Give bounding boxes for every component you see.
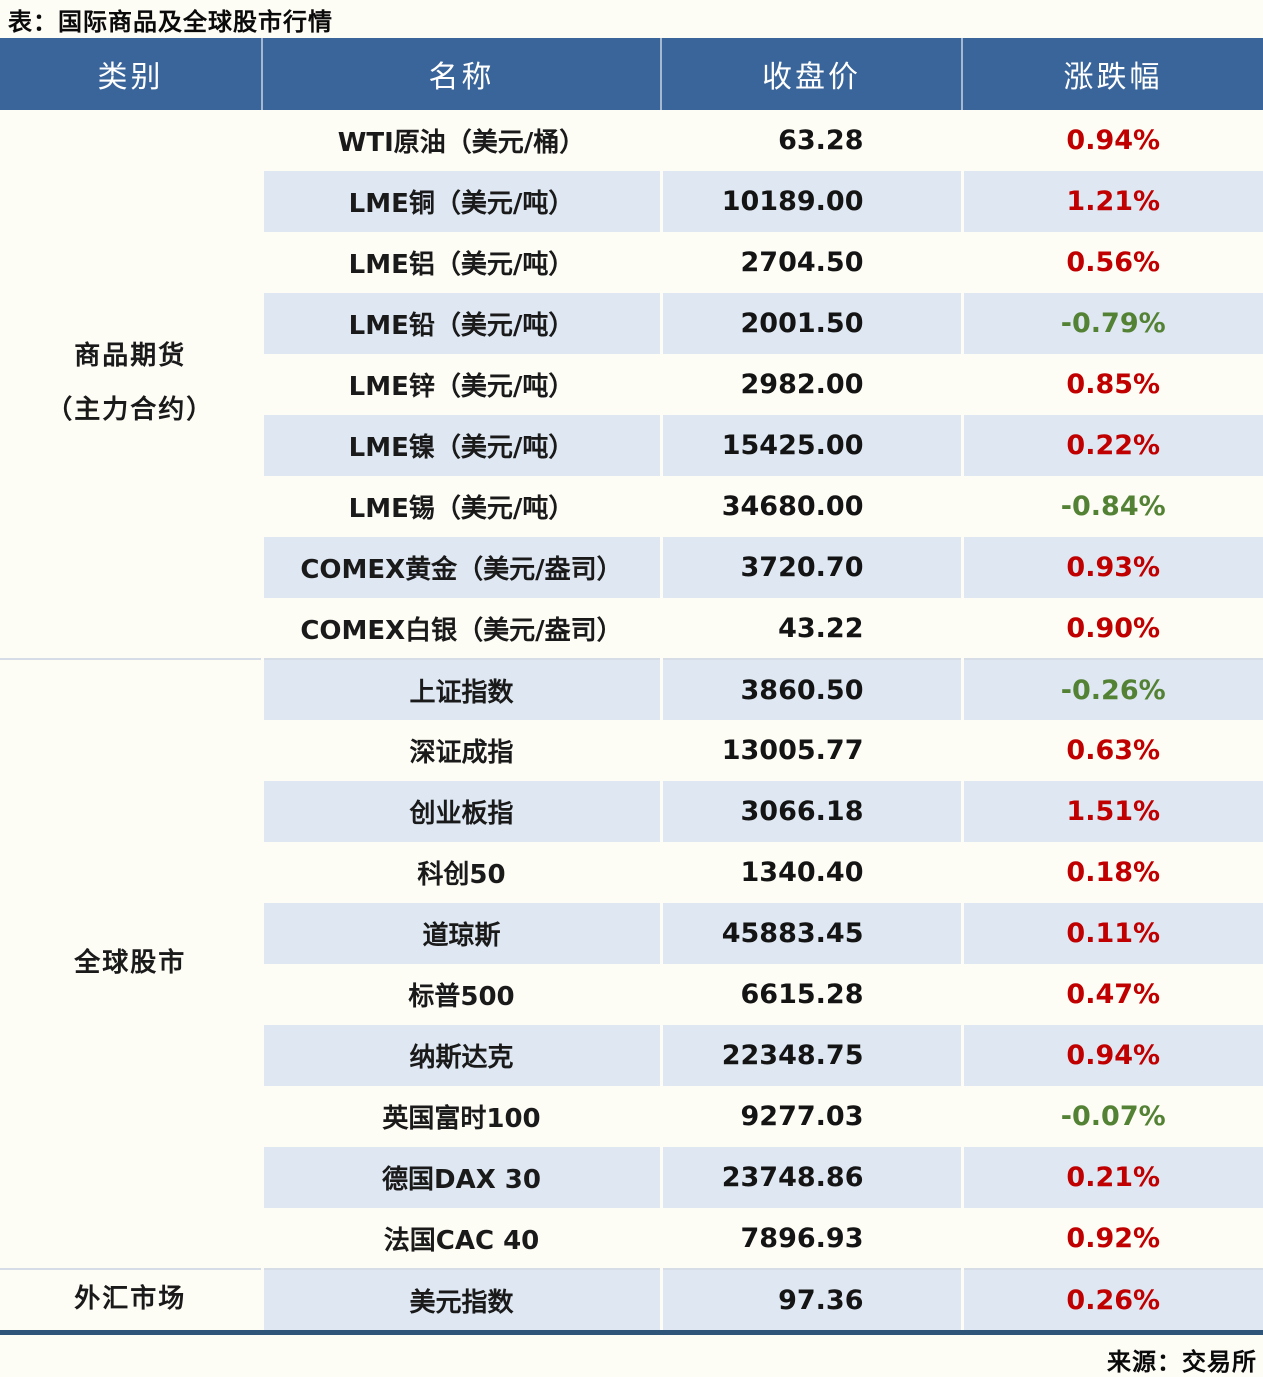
change-percent-cell: -0.07% (960, 1086, 1263, 1147)
close-price-cell: 43.22 (659, 598, 962, 659)
close-price-cell: 1340.40 (659, 842, 962, 903)
change-percent-cell: -0.84% (960, 476, 1263, 537)
change-percent-cell: 0.94% (960, 110, 1263, 171)
close-price-cell: 9277.03 (659, 1086, 962, 1147)
instrument-name-cell: COMEX黄金（美元/盎司） (260, 537, 661, 598)
close-price-cell: 2982.00 (659, 354, 962, 415)
table-row: 全球股市 上证指数 3860.50 -0.26% (0, 658, 1263, 1269)
change-percent-cell: 0.22% (960, 415, 1263, 476)
table-row: COMEX黄金（美元/盎司） 3720.70 0.93% (0, 537, 1263, 598)
table-header: 类别 名称 收盘价 涨跌幅 (0, 38, 1263, 110)
table-row: LME锡（美元/吨） 34680.00 -0.84% (0, 476, 1263, 537)
close-price-cell: 45883.45 (659, 903, 962, 964)
source-note: 来源：交易所 (1107, 1348, 1257, 1376)
instrument-name-cell: 美元指数 (260, 1268, 661, 1330)
market-table-wrap: 类别 名称 收盘价 涨跌幅 商品期货 （主力合约） WTI原油（美元/桶） 63.28… (0, 38, 1263, 1335)
close-price-cell: 63.28 (659, 110, 962, 171)
table-row: 外汇市场 美元指数 97.36 0.26% (0, 1268, 1263, 1330)
table-body: 商品期货 （主力合约） WTI原油（美元/桶） 63.28 0.94% LME铜（美元/吨… (0, 110, 1263, 1330)
change-percent-cell: 0.21% (960, 1147, 1263, 1208)
instrument-name-cell: 上证指数 (260, 658, 661, 720)
close-price-cell: 23748.86 (659, 1147, 962, 1208)
change-percent-cell: 0.93% (960, 537, 1263, 598)
column-header-close: 收盘价 (660, 38, 962, 110)
close-price-cell: 3720.70 (659, 537, 962, 598)
close-price-cell: 2704.50 (659, 232, 962, 293)
instrument-name-cell: LME铜（美元/吨） (260, 171, 661, 232)
instrument-name-cell: LME铅（美元/吨） (260, 293, 661, 354)
table-row: LME铜（美元/吨） 10189.00 1.21% (0, 171, 1263, 232)
close-price-cell: 6615.28 (659, 964, 962, 1025)
table-row: COMEX白银（美元/盎司） 43.22 0.90% (0, 598, 1263, 659)
change-percent-cell: 0.26% (960, 1268, 1263, 1330)
close-price-cell: 15425.00 (659, 415, 962, 476)
instrument-name-cell: WTI原油（美元/桶） (260, 110, 661, 171)
table-row: 道琼斯 45883.45 0.11% (0, 903, 1263, 964)
table-row: 创业板指 3066.18 1.51% (0, 781, 1263, 842)
category-label-line: 商品期货 (74, 341, 187, 372)
close-price-cell: 2001.50 (659, 293, 962, 354)
instrument-name-cell: 深证成指 (260, 720, 661, 781)
instrument-name-cell: 纳斯达克 (260, 1025, 661, 1086)
table-row: LME镍（美元/吨） 15425.00 0.22% (0, 415, 1263, 476)
change-percent-cell: 0.94% (960, 1025, 1263, 1086)
instrument-name-cell: 科创50 (260, 842, 661, 903)
close-price-cell: 97.36 (659, 1268, 962, 1330)
change-percent-cell: 1.51% (960, 781, 1263, 842)
category-label-line: （主力合约） (46, 395, 215, 425)
table-row: LME锌（美元/吨） 2982.00 0.85% (0, 354, 1263, 415)
change-percent-cell: 0.63% (960, 720, 1263, 781)
close-price-cell: 3066.18 (659, 781, 962, 842)
change-percent-cell: 0.92% (960, 1208, 1263, 1269)
change-percent-cell: 0.18% (960, 842, 1263, 903)
table-row: LME铝（美元/吨） 2704.50 0.56% (0, 232, 1263, 293)
table-row: 深证成指 13005.77 0.63% (0, 720, 1263, 781)
close-price-cell: 7896.93 (659, 1208, 962, 1269)
close-price-cell: 13005.77 (659, 720, 962, 781)
market-table: 类别 名称 收盘价 涨跌幅 商品期货 （主力合约） WTI原油（美元/桶） 63.28… (0, 38, 1263, 1330)
close-price-cell: 10189.00 (659, 171, 962, 232)
change-percent-cell: 0.85% (960, 354, 1263, 415)
change-percent-cell: 1.21% (960, 171, 1263, 232)
close-price-cell: 22348.75 (659, 1025, 962, 1086)
page-title: 表：国际商品及全球股市行情 (8, 7, 333, 36)
category-label-line: 外汇市场 (74, 1284, 187, 1315)
change-percent-cell: -0.26% (960, 658, 1263, 720)
close-price-cell: 3860.50 (659, 658, 962, 720)
column-header-category: 类别 (0, 38, 262, 110)
instrument-name-cell: 法国CAC 40 (260, 1208, 661, 1269)
instrument-name-cell: LME锌（美元/吨） (260, 354, 661, 415)
table-row: 英国富时100 9277.03 -0.07% (0, 1086, 1263, 1147)
instrument-name-cell: LME镍（美元/吨） (260, 415, 661, 476)
instrument-name-cell: 标普500 (260, 964, 661, 1025)
instrument-name-cell: LME锡（美元/吨） (260, 476, 661, 537)
category-cell: 商品期货 （主力合约） (0, 110, 262, 659)
category-cell: 全球股市 (0, 658, 262, 1269)
column-header-change: 涨跌幅 (961, 38, 1263, 110)
column-header-name: 名称 (261, 38, 661, 110)
change-percent-cell: 0.11% (960, 903, 1263, 964)
close-price-cell: 34680.00 (659, 476, 962, 537)
table-row: 科创50 1340.40 0.18% (0, 842, 1263, 903)
table-row: 纳斯达克 22348.75 0.94% (0, 1025, 1263, 1086)
category-cell: 外汇市场 (0, 1268, 262, 1330)
category-label-line: 全球股市 (74, 948, 187, 979)
change-percent-cell: 0.90% (960, 598, 1263, 659)
instrument-name-cell: COMEX白银（美元/盎司） (260, 598, 661, 659)
table-row: LME铅（美元/吨） 2001.50 -0.79% (0, 293, 1263, 354)
table-row: 标普500 6615.28 0.47% (0, 964, 1263, 1025)
instrument-name-cell: 英国富时100 (260, 1086, 661, 1147)
change-percent-cell: 0.47% (960, 964, 1263, 1025)
instrument-name-cell: 创业板指 (260, 781, 661, 842)
table-row: 商品期货 （主力合约） WTI原油（美元/桶） 63.28 0.94% (0, 110, 1263, 659)
table-row: 法国CAC 40 7896.93 0.92% (0, 1208, 1263, 1269)
instrument-name-cell: LME铝（美元/吨） (260, 232, 661, 293)
change-percent-cell: -0.79% (960, 293, 1263, 354)
instrument-name-cell: 道琼斯 (260, 903, 661, 964)
instrument-name-cell: 德国DAX 30 (260, 1147, 661, 1208)
table-row: 德国DAX 30 23748.86 0.21% (0, 1147, 1263, 1208)
change-percent-cell: 0.56% (960, 232, 1263, 293)
